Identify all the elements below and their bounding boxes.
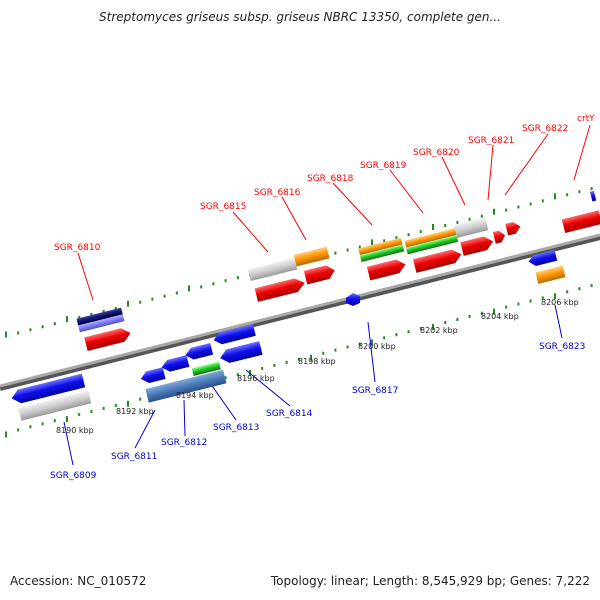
gene-label-sgr-6819[interactable]: SGR_6819 <box>360 161 407 171</box>
gene-block-navy[interactable] <box>76 307 123 326</box>
gene-block-orange-3[interactable] <box>404 228 457 248</box>
gene-block-green[interactable] <box>359 244 405 262</box>
genome-axis <box>0 233 600 388</box>
leader-sgr-6816 <box>281 196 307 241</box>
scale-labels: 8190 kbp 8192 kbp 8194 kbp 8196 kbp 8198… <box>56 298 579 435</box>
gene-block-gray-2[interactable] <box>454 217 489 238</box>
gene-block-orange-4[interactable] <box>535 265 566 284</box>
leader-sgr-6810 <box>77 252 94 301</box>
bottom-strand-genes <box>10 249 566 421</box>
leader-sgr-6815 <box>232 211 269 253</box>
gene-arrow-small-blue[interactable] <box>346 293 360 306</box>
gene-arrow-blue-2[interactable] <box>212 324 256 346</box>
gene-arrow-sgr-6813[interactable] <box>184 343 214 361</box>
scale-label: 8198 kbp <box>298 357 336 366</box>
gene-arrow-sgr-6810[interactable] <box>84 326 132 351</box>
gene-arrow-sgr-6811[interactable] <box>139 367 166 384</box>
leader-sgr-6820 <box>441 156 466 206</box>
gene-label-sgr-6812[interactable]: SGR_6812 <box>161 438 207 448</box>
top-gene-labels: SGR_6810 SGR_6815 SGR_6816 SGR_6818 SGR_… <box>54 114 595 253</box>
leader-sgr-6818 <box>332 182 373 226</box>
gene-label-sgr-6809[interactable]: SGR_6809 <box>50 471 97 481</box>
scale-label: 8206 kbp <box>541 298 579 307</box>
gene-label-sgr-6821[interactable]: SGR_6821 <box>468 136 514 146</box>
gene-label-sgr-6815[interactable]: SGR_6815 <box>200 202 246 212</box>
gene-block-orange[interactable] <box>293 246 330 267</box>
gene-label-sgr-6814[interactable]: SGR_6814 <box>266 409 313 419</box>
scale-label: 8192 kbp <box>116 407 154 416</box>
leader-sgr-6817 <box>367 321 376 383</box>
gene-arrow-sgr-6816[interactable] <box>303 264 336 285</box>
top-leader-lines <box>77 124 591 301</box>
scale-label: 8200 kbp <box>358 342 396 351</box>
leader-sgr-6822 <box>504 133 549 196</box>
gene-label-sgr-6817[interactable]: SGR_6817 <box>352 386 398 396</box>
gene-arrow-blue-3[interactable] <box>527 249 558 267</box>
leader-sgr-6811 <box>134 409 156 449</box>
gene-block-green-2[interactable] <box>406 235 459 255</box>
genome-axis-shadow <box>0 234 600 391</box>
leader-sgr-6823 <box>554 304 563 339</box>
accession-text: Accession: NC_010572 <box>10 574 147 588</box>
leader-sgr-6812 <box>183 399 186 437</box>
gene-label-sgr-6822[interactable]: SGR_6822 <box>522 124 568 134</box>
gene-arrow-sgr-6822[interactable] <box>505 220 521 236</box>
top-strand-genes <box>76 190 600 351</box>
page-title: Streptomyces griseus subsp. griseus NBRC… <box>99 10 501 24</box>
bottom-gene-labels: SGR_6809 SGR_6811 SGR_6812 SGR_6813 SGR_… <box>50 342 585 481</box>
gene-block-green-3[interactable] <box>191 361 221 377</box>
gene-arrow-sgr-6814[interactable] <box>218 341 263 365</box>
gene-arrow-sgr-6812[interactable] <box>160 355 190 373</box>
leader-sgr-6819 <box>389 169 424 214</box>
gene-label-sgr-6816[interactable]: SGR_6816 <box>254 188 301 198</box>
gene-label-sgr-6818[interactable]: SGR_6818 <box>307 174 354 184</box>
gene-arrow-sgr-6819[interactable] <box>413 248 463 273</box>
gene-arrow-crty[interactable] <box>561 210 600 234</box>
leader-sgr-6809 <box>63 421 74 466</box>
leader-sgr-6821 <box>487 144 494 201</box>
gene-arrow-sgr-6821[interactable] <box>492 229 507 244</box>
gene-arrow-sgr-6820[interactable] <box>460 235 494 256</box>
gene-block-gray[interactable] <box>247 257 298 282</box>
leader-crty <box>573 124 591 181</box>
gene-block-lavender[interactable] <box>78 314 125 333</box>
scale-label: 8196 kbp <box>237 374 275 383</box>
scale-label: 8194 kbp <box>176 391 214 400</box>
bottom-leader-lines <box>63 304 563 466</box>
gene-label-sgr-6820[interactable]: SGR_6820 <box>413 148 460 158</box>
gene-block-gray-3[interactable] <box>18 390 92 421</box>
gene-arrow-sgr-6815[interactable] <box>254 276 307 302</box>
gene-label-sgr-6823[interactable]: SGR_6823 <box>539 342 585 352</box>
scale-label: 8202 kbp <box>420 326 458 335</box>
gene-arrow-sgr-6809[interactable] <box>10 373 86 405</box>
gene-label-sgr-6810[interactable]: SGR_6810 <box>54 243 101 253</box>
leader-sgr-6814 <box>245 369 291 407</box>
gene-label-crty[interactable]: crtY <box>577 114 595 124</box>
scale-label: 8190 kbp <box>56 426 94 435</box>
gene-arrow-blue-edge[interactable] <box>589 190 597 202</box>
gene-block-steel[interactable] <box>145 369 227 403</box>
gene-label-sgr-6811[interactable]: SGR_6811 <box>111 452 157 462</box>
gene-label-sgr-6813[interactable]: SGR_6813 <box>213 423 259 433</box>
genome-summary-text: Topology: linear; Length: 8,545,929 bp; … <box>270 574 590 588</box>
gene-arrow-sgr-6818[interactable] <box>366 258 407 281</box>
scale-label: 8204 kbp <box>481 312 519 321</box>
gene-block-orange-2[interactable] <box>358 237 403 256</box>
